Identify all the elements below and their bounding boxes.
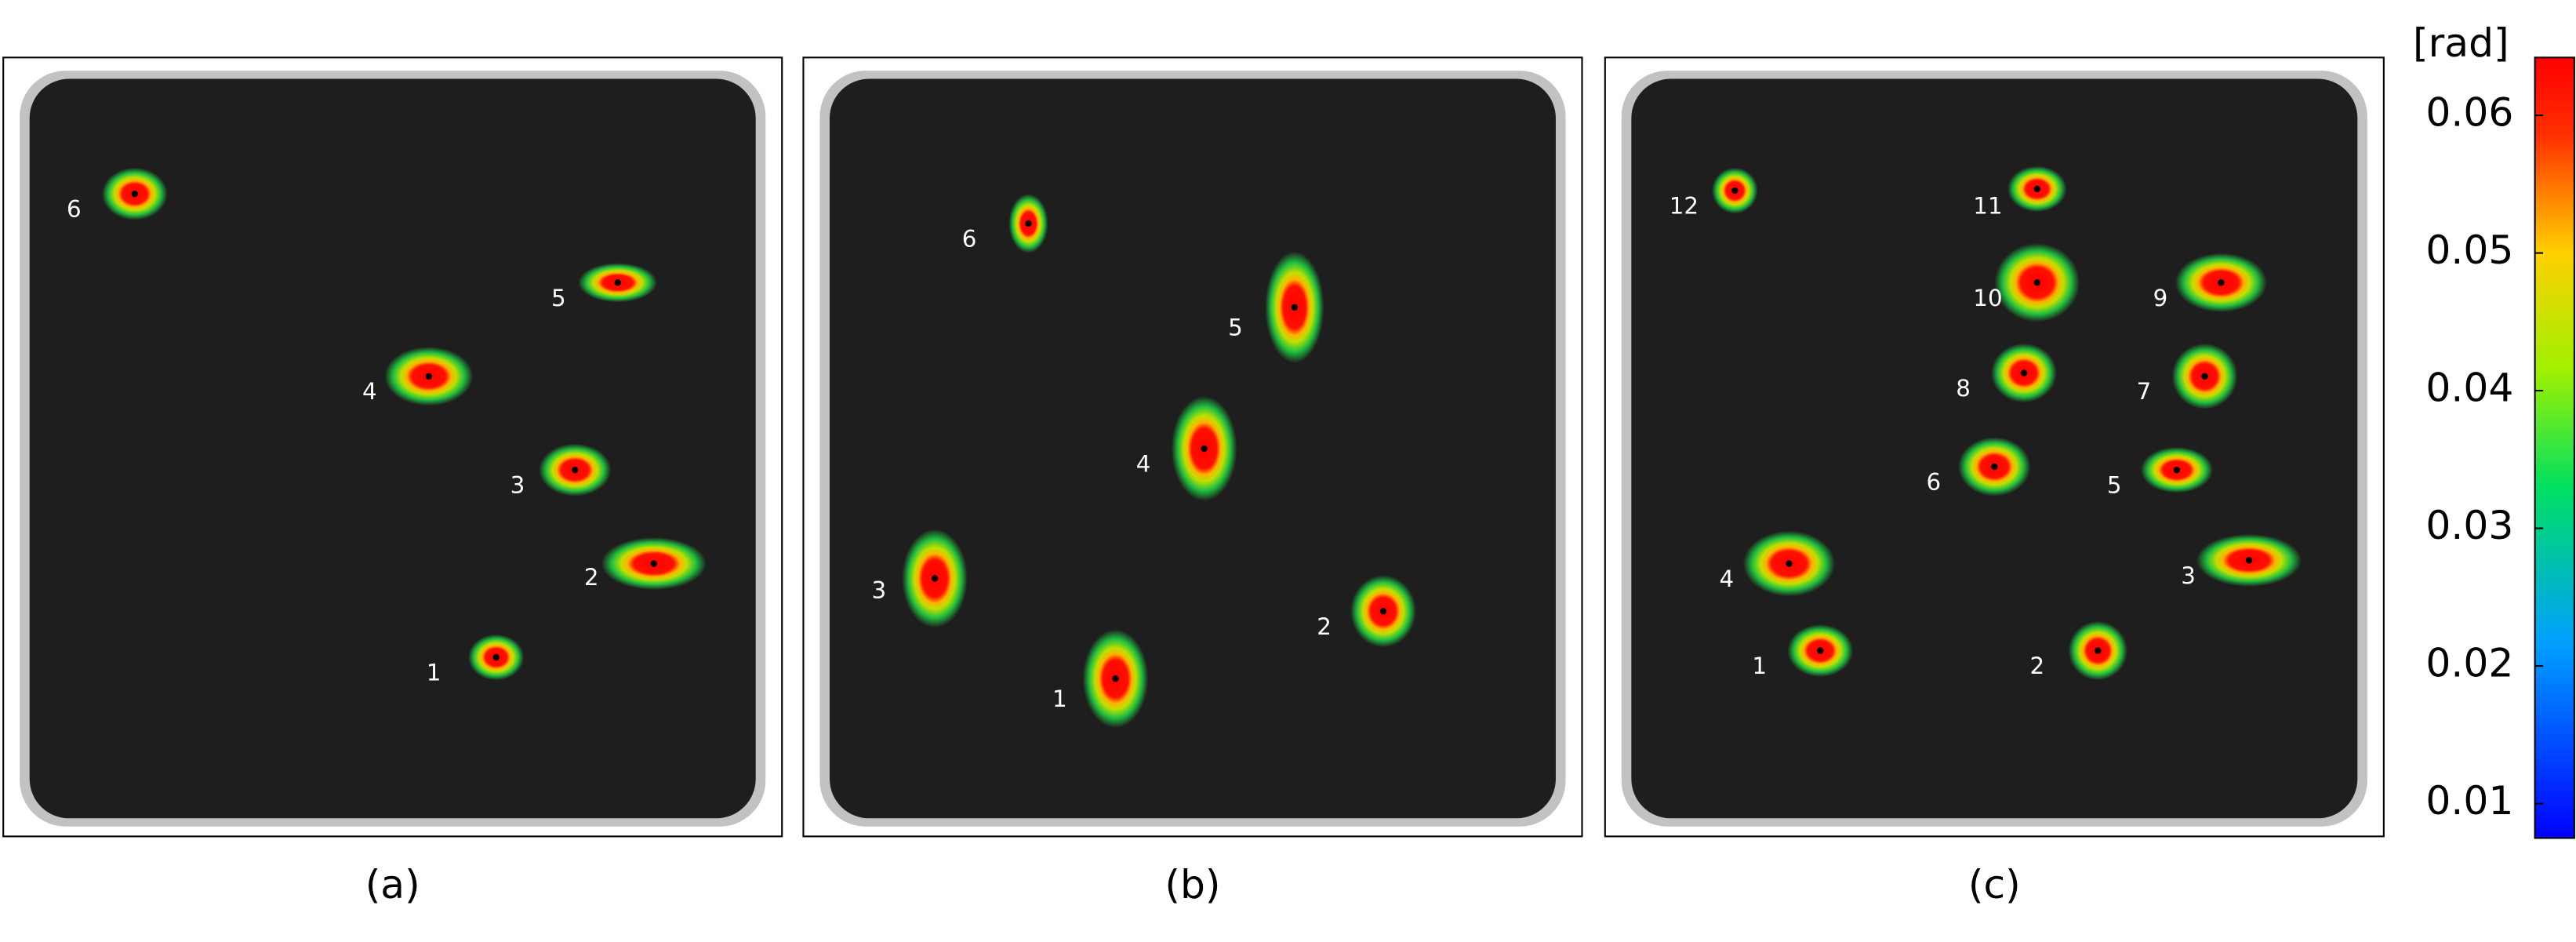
spot-label: 5 bbox=[2107, 472, 2122, 499]
spot-label: 11 bbox=[1973, 192, 2002, 219]
colorbar-tick-label: 0.04 bbox=[2425, 365, 2513, 411]
spot-label: 1 bbox=[1052, 686, 1067, 712]
spot-label: 4 bbox=[1136, 450, 1151, 477]
spot-label: 3 bbox=[510, 472, 525, 499]
spot-label: 3 bbox=[2181, 562, 2196, 589]
spot-center bbox=[1379, 608, 1387, 615]
spot-label: 4 bbox=[362, 378, 377, 405]
spot-label: 6 bbox=[67, 196, 82, 223]
spot-center bbox=[2020, 369, 2028, 376]
spot-label: 5 bbox=[1228, 315, 1243, 341]
spot-center bbox=[931, 575, 939, 582]
spot-center bbox=[1991, 463, 1998, 471]
panel-caption: (a) bbox=[365, 861, 420, 907]
spot-center bbox=[2173, 466, 2181, 474]
spot-center bbox=[614, 279, 621, 286]
spot-label: 9 bbox=[2153, 285, 2168, 311]
spot-center bbox=[1201, 445, 1208, 453]
spot-label: 3 bbox=[871, 577, 886, 604]
spot-center bbox=[572, 466, 579, 474]
spot-center bbox=[1731, 187, 1739, 195]
spot-center bbox=[2245, 557, 2253, 564]
colorbar-tick-label: 0.01 bbox=[2425, 777, 2513, 824]
spot-label: 1 bbox=[1752, 653, 1767, 679]
spot-center bbox=[131, 191, 138, 198]
spot-label: 5 bbox=[551, 285, 566, 311]
spot-center bbox=[1786, 560, 1793, 567]
colorbar-tick-label: 0.02 bbox=[2425, 640, 2513, 686]
spot-center bbox=[1291, 304, 1299, 311]
spot-center bbox=[1817, 647, 1824, 654]
spot-label: 2 bbox=[1317, 613, 1332, 640]
panel-caption: (b) bbox=[1164, 861, 1220, 907]
colorbar-tick-label: 0.06 bbox=[2425, 89, 2513, 136]
spot-center bbox=[1112, 675, 1119, 682]
colorbar-label: [rad] bbox=[2413, 20, 2509, 66]
colorbar-tick-label: 0.05 bbox=[2425, 227, 2513, 273]
spot-center bbox=[2201, 373, 2208, 380]
spot-center bbox=[2218, 279, 2225, 286]
spot-label: 7 bbox=[2137, 378, 2152, 405]
spot-center bbox=[1025, 220, 1032, 227]
spot-label: 8 bbox=[1956, 375, 1971, 402]
panel-image bbox=[29, 78, 756, 819]
spot-center bbox=[425, 373, 432, 380]
spot-label: 6 bbox=[962, 225, 977, 252]
spot-label: 1 bbox=[427, 659, 441, 686]
spot-label: 6 bbox=[1926, 468, 1941, 495]
panel-caption: (c) bbox=[1968, 861, 2021, 907]
spot-center bbox=[650, 560, 657, 567]
spot-label: 12 bbox=[1669, 192, 1699, 219]
spot-center bbox=[2095, 647, 2102, 654]
spot-center bbox=[2033, 279, 2040, 286]
colorbar bbox=[2534, 56, 2575, 839]
spot-center bbox=[492, 653, 500, 661]
spot-label: 10 bbox=[1973, 285, 2002, 311]
spot-label: 4 bbox=[1720, 566, 1735, 592]
spot-label: 2 bbox=[584, 564, 599, 591]
spot-center bbox=[2033, 185, 2040, 193]
colorbar-tick-label: 0.03 bbox=[2425, 502, 2513, 548]
spot-label: 2 bbox=[2029, 653, 2044, 679]
